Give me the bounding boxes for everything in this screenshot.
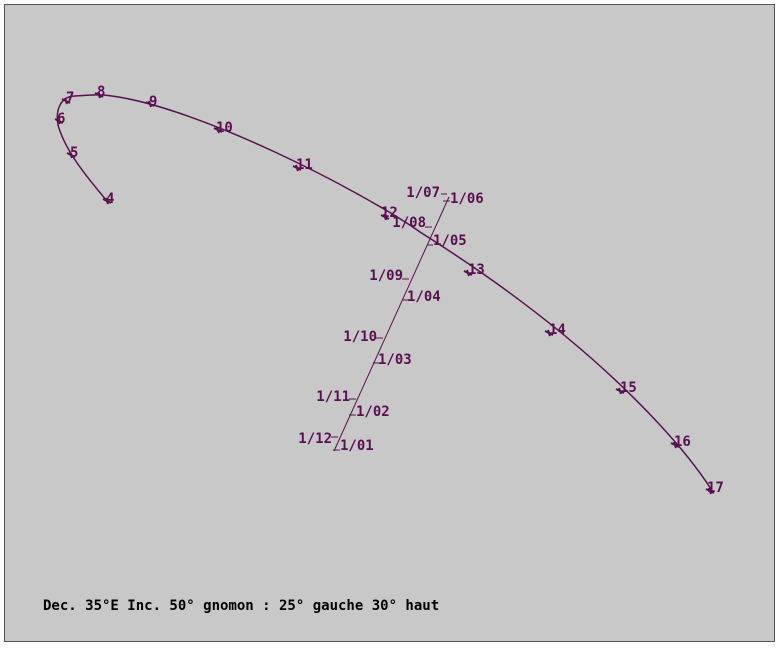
hour-mark xyxy=(66,151,76,159)
date-label: 1/09 xyxy=(369,268,403,284)
hour-label: 17 xyxy=(707,480,724,496)
hour-mark xyxy=(94,91,104,99)
hour-mark xyxy=(292,164,302,172)
hour-mark xyxy=(463,269,473,277)
hour-label: 14 xyxy=(549,322,566,338)
date-label: 1/06 xyxy=(450,191,484,207)
hour-label: 9 xyxy=(149,94,157,110)
hour-label: 8 xyxy=(97,84,105,100)
date-label: 1/10 xyxy=(343,329,377,345)
hour-label: 16 xyxy=(674,434,691,450)
hour-mark xyxy=(705,487,715,495)
hour-mark xyxy=(615,387,625,395)
hour-label: 5 xyxy=(70,145,78,161)
hour-label: 6 xyxy=(57,111,65,127)
hour-label: 15 xyxy=(620,380,637,396)
hour-label: 7 xyxy=(66,90,74,106)
date-label: 1/03 xyxy=(378,352,412,368)
hour-curve xyxy=(56,94,712,490)
hour-mark xyxy=(380,213,390,221)
date-label: 1/12 xyxy=(298,431,332,447)
hour-label: 4 xyxy=(106,191,114,207)
hour-mark xyxy=(544,329,554,337)
hour-mark xyxy=(61,97,71,105)
hour-mark xyxy=(213,126,223,134)
date-label: 1/05 xyxy=(433,233,467,249)
hour-label: 12 xyxy=(381,205,398,221)
date-label: 1/02 xyxy=(356,404,390,420)
diagram-caption: Dec. 35°E Inc. 50° gnomon : 25° gauche 3… xyxy=(43,598,440,614)
hour-mark xyxy=(670,441,680,449)
hour-mark xyxy=(54,117,64,125)
hour-label: 11 xyxy=(296,157,313,173)
diagram-frame xyxy=(4,4,775,642)
date-label: 1/08 xyxy=(392,215,426,231)
hour-label: 10 xyxy=(216,120,233,136)
hour-mark xyxy=(102,197,112,205)
hour-label: 13 xyxy=(468,262,485,278)
date-label: 1/04 xyxy=(407,289,441,305)
date-label: 1/07 xyxy=(406,185,440,201)
date-line xyxy=(333,196,450,452)
hour-mark xyxy=(145,100,155,108)
date-label: 1/01 xyxy=(340,438,374,454)
date-label: 1/11 xyxy=(316,389,350,405)
